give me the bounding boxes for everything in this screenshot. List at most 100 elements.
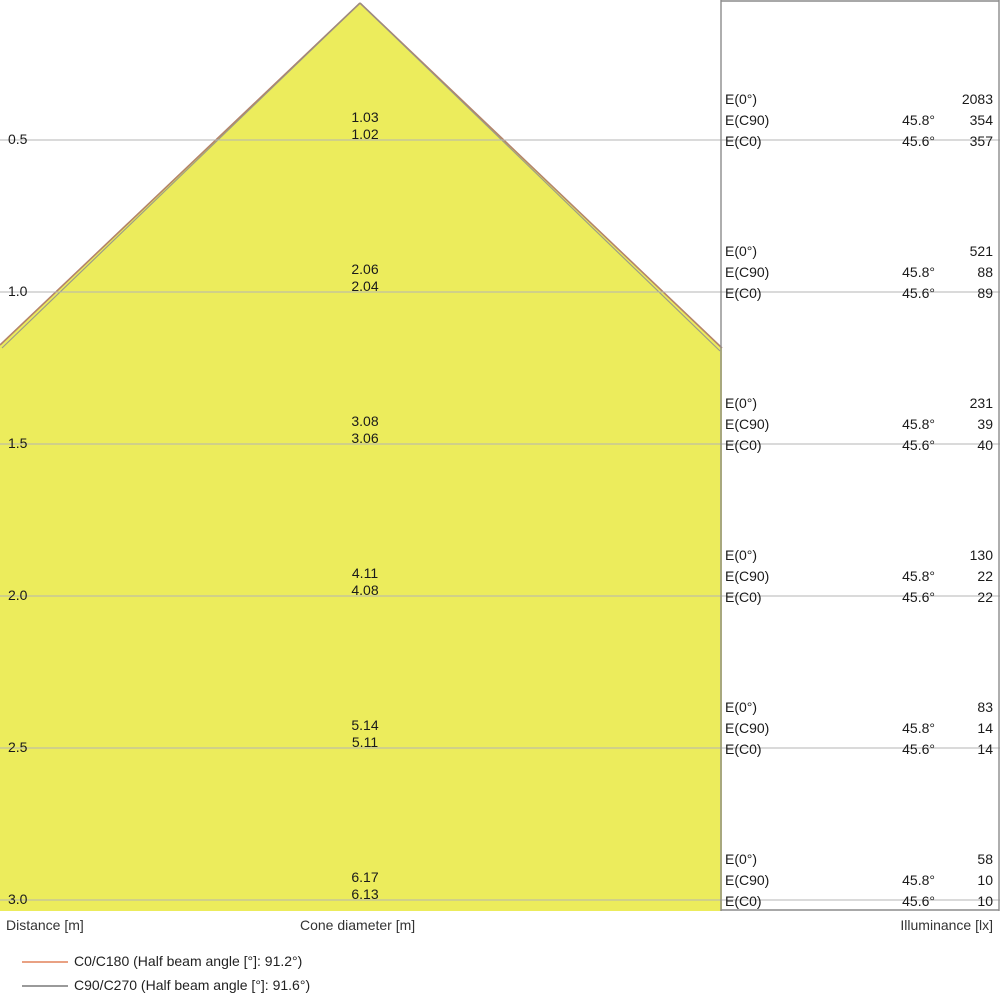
illuminance-name: E(C90) <box>725 568 770 584</box>
illuminance-row: E(C0) 45.6° 22 <box>725 587 993 608</box>
illuminance-angle: 45.8° <box>902 112 935 128</box>
illuminance-name: E(C0) <box>725 133 762 149</box>
cone-plot-svg <box>0 0 1000 911</box>
illuminance-value: 40 <box>977 437 993 453</box>
axis-captions-row: Distance [m] Cone diameter [m] Illuminan… <box>0 917 1000 941</box>
illuminance-row: E(C90) 45.8° 14 <box>725 718 993 739</box>
cone-diameter-c0-4: 5.14 <box>351 717 379 733</box>
illuminance-name: E(0°) <box>725 851 758 867</box>
illuminance-value: 10 <box>977 872 993 888</box>
cone-diameter-labels-5: 6.17 6.13 <box>300 869 430 903</box>
illuminance-value: 10 <box>977 893 993 909</box>
cone-edge-c90-left <box>1 2 361 349</box>
illuminance-name: E(C0) <box>725 589 762 605</box>
axis-label-illuminance: Illuminance [lx] <box>900 917 993 933</box>
illuminance-name: E(0°) <box>725 91 758 107</box>
cone-diameter-labels-2: 3.08 3.06 <box>300 413 430 447</box>
distance-label-5: 3.0 <box>8 891 28 907</box>
legend-item-c90-c270: C90/C270 (Half beam angle [°]: 91.6°) <box>0 974 1000 998</box>
illuminance-value: 354 <box>969 112 993 128</box>
light-cone-diagram: 0.5 1.0 1.5 2.0 2.5 3.0 1.03 1.02 2.06 2… <box>0 0 1000 912</box>
legend-swatch-c0-c180-icon <box>22 961 68 963</box>
distance-label-0: 0.5 <box>8 131 28 147</box>
cone-edge-c90-right <box>359 2 721 352</box>
illuminance-row: E(0°) 58 <box>725 849 993 870</box>
chart-legend: C0/C180 (Half beam angle [°]: 91.2°) C90… <box>0 950 1000 998</box>
illuminance-row: E(C0) 45.6° 14 <box>725 739 993 760</box>
illuminance-value: 14 <box>977 741 993 757</box>
cone-diameter-c0-0: 1.03 <box>351 109 379 125</box>
illuminance-row: E(C90) 45.8° 22 <box>725 566 993 587</box>
beam-cone-c0-shape <box>0 3 722 911</box>
illuminance-name: E(C90) <box>725 264 770 280</box>
illuminance-row: E(C90) 45.8° 10 <box>725 870 993 891</box>
cone-diameter-c0-2: 3.08 <box>351 413 379 429</box>
illuminance-row: E(C0) 45.6° 89 <box>725 283 993 304</box>
distance-label-4: 2.5 <box>8 739 28 755</box>
illuminance-block-2: E(0°) 231 E(C90) 45.8° 39 E(C0) 45.6° 40 <box>725 393 993 456</box>
cone-diameter-c0-5: 6.17 <box>351 869 379 885</box>
illuminance-name: E(C90) <box>725 112 770 128</box>
axis-label-cone-diameter: Cone diameter [m] <box>300 917 416 933</box>
illuminance-value: 231 <box>969 395 993 411</box>
cone-diameter-c90-0: 1.02 <box>351 126 379 142</box>
illuminance-name: E(C0) <box>725 285 762 301</box>
legend-swatch-c90-c270-icon <box>22 985 68 987</box>
illuminance-row: E(0°) 83 <box>725 697 993 718</box>
axis-label-distance: Distance [m] <box>6 917 84 933</box>
illuminance-angle: 45.6° <box>902 285 935 301</box>
illuminance-angle: 45.8° <box>902 416 935 432</box>
illuminance-block-3: E(0°) 130 E(C90) 45.8° 22 E(C0) 45.6° 22 <box>725 545 993 608</box>
illuminance-name: E(C0) <box>725 893 762 909</box>
illuminance-row: E(C0) 45.6° 40 <box>725 435 993 456</box>
illuminance-name: E(0°) <box>725 699 758 715</box>
distance-label-1: 1.0 <box>8 283 28 299</box>
illuminance-value: 22 <box>977 568 993 584</box>
cone-diameter-c90-5: 6.13 <box>351 886 379 902</box>
illuminance-value: 89 <box>977 285 993 301</box>
illuminance-name: E(C0) <box>725 437 762 453</box>
distance-label-3: 2.0 <box>8 587 28 603</box>
illuminance-row: E(C90) 45.8° 88 <box>725 262 993 283</box>
cone-diameter-c90-1: 2.04 <box>351 278 379 294</box>
illuminance-value: 58 <box>977 851 993 867</box>
cone-diameter-c90-3: 4.08 <box>351 582 379 598</box>
illuminance-angle: 45.6° <box>902 437 935 453</box>
legend-item-c0-c180: C0/C180 (Half beam angle [°]: 91.2°) <box>0 950 1000 974</box>
illuminance-angle: 45.6° <box>902 893 935 909</box>
illuminance-row: E(0°) 231 <box>725 393 993 414</box>
illuminance-value: 130 <box>969 547 993 563</box>
illuminance-name: E(0°) <box>725 547 758 563</box>
cone-diameter-c0-3: 4.11 <box>351 565 379 581</box>
illuminance-row: E(0°) 521 <box>725 241 993 262</box>
legend-label-c0-c180: C0/C180 (Half beam angle [°]: 91.2°) <box>74 953 303 969</box>
illuminance-name: E(C90) <box>725 872 770 888</box>
illuminance-name: E(C90) <box>725 416 770 432</box>
illuminance-value: 357 <box>969 133 993 149</box>
illuminance-angle: 45.8° <box>902 568 935 584</box>
illuminance-value: 83 <box>977 699 993 715</box>
illuminance-name: E(C0) <box>725 741 762 757</box>
illuminance-angle: 45.8° <box>902 872 935 888</box>
illuminance-block-4: E(0°) 83 E(C90) 45.8° 14 E(C0) 45.6° 14 <box>725 697 993 760</box>
legend-label-c90-c270: C90/C270 (Half beam angle [°]: 91.6°) <box>74 977 311 993</box>
illuminance-row: E(C0) 45.6° 357 <box>725 131 993 152</box>
cone-diameter-c0-1: 2.06 <box>351 261 379 277</box>
illuminance-row: E(0°) 130 <box>725 545 993 566</box>
illuminance-value: 14 <box>977 720 993 736</box>
illuminance-angle: 45.6° <box>902 133 935 149</box>
cone-diameter-c90-4: 5.11 <box>351 734 379 750</box>
cone-diameter-c90-2: 3.06 <box>351 430 379 446</box>
illuminance-value: 39 <box>977 416 993 432</box>
illuminance-row: E(C90) 45.8° 354 <box>725 110 993 131</box>
illuminance-value: 2083 <box>961 91 993 107</box>
illuminance-row: E(0°) 2083 <box>725 89 993 110</box>
illuminance-angle: 45.8° <box>902 264 935 280</box>
illuminance-name: E(0°) <box>725 243 758 259</box>
cone-diameter-labels-4: 5.14 5.11 <box>300 717 430 751</box>
illuminance-value: 22 <box>977 589 993 605</box>
illuminance-block-0: E(0°) 2083 E(C90) 45.8° 354 E(C0) 45.6° … <box>725 89 993 152</box>
illuminance-block-5: E(0°) 58 E(C90) 45.8° 10 E(C0) 45.6° 10 <box>725 849 993 912</box>
illuminance-angle: 45.6° <box>902 741 935 757</box>
cone-diameter-labels-0: 1.03 1.02 <box>300 109 430 143</box>
